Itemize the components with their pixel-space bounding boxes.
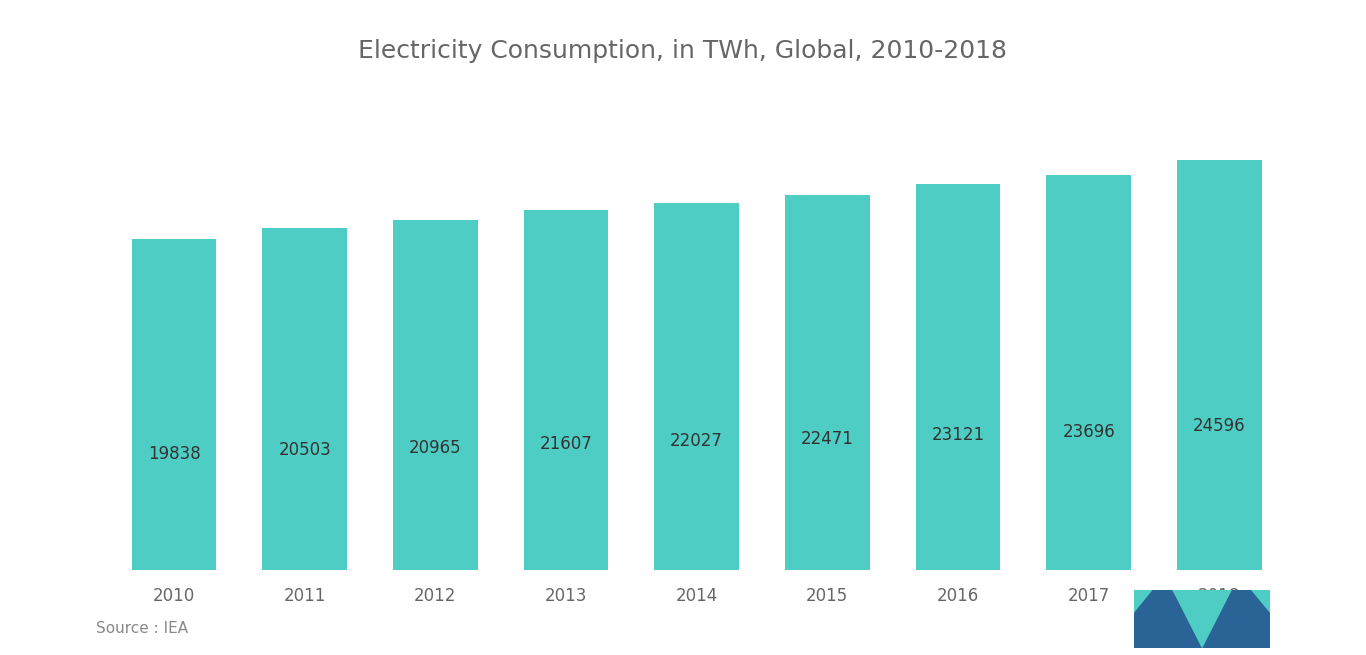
Text: 22471: 22471 bbox=[800, 430, 854, 448]
Bar bbox=[915, 184, 1000, 570]
Text: 20965: 20965 bbox=[408, 438, 462, 457]
Bar bbox=[393, 220, 478, 570]
Text: 19838: 19838 bbox=[148, 445, 201, 463]
Text: 20503: 20503 bbox=[279, 441, 331, 459]
Text: Source : IEA: Source : IEA bbox=[96, 622, 187, 636]
Text: 24596: 24596 bbox=[1193, 417, 1246, 436]
Bar bbox=[262, 228, 347, 570]
Bar bbox=[785, 195, 870, 570]
Text: 23121: 23121 bbox=[932, 426, 985, 444]
Text: 21607: 21607 bbox=[540, 435, 593, 453]
Bar bbox=[131, 239, 216, 570]
Text: 23696: 23696 bbox=[1063, 422, 1115, 441]
Bar bbox=[1177, 160, 1262, 570]
Bar bbox=[1046, 175, 1131, 570]
Text: Electricity Consumption, in TWh, Global, 2010-2018: Electricity Consumption, in TWh, Global,… bbox=[358, 39, 1008, 64]
Bar bbox=[523, 210, 608, 570]
Text: 22027: 22027 bbox=[671, 432, 723, 450]
Bar bbox=[654, 202, 739, 570]
